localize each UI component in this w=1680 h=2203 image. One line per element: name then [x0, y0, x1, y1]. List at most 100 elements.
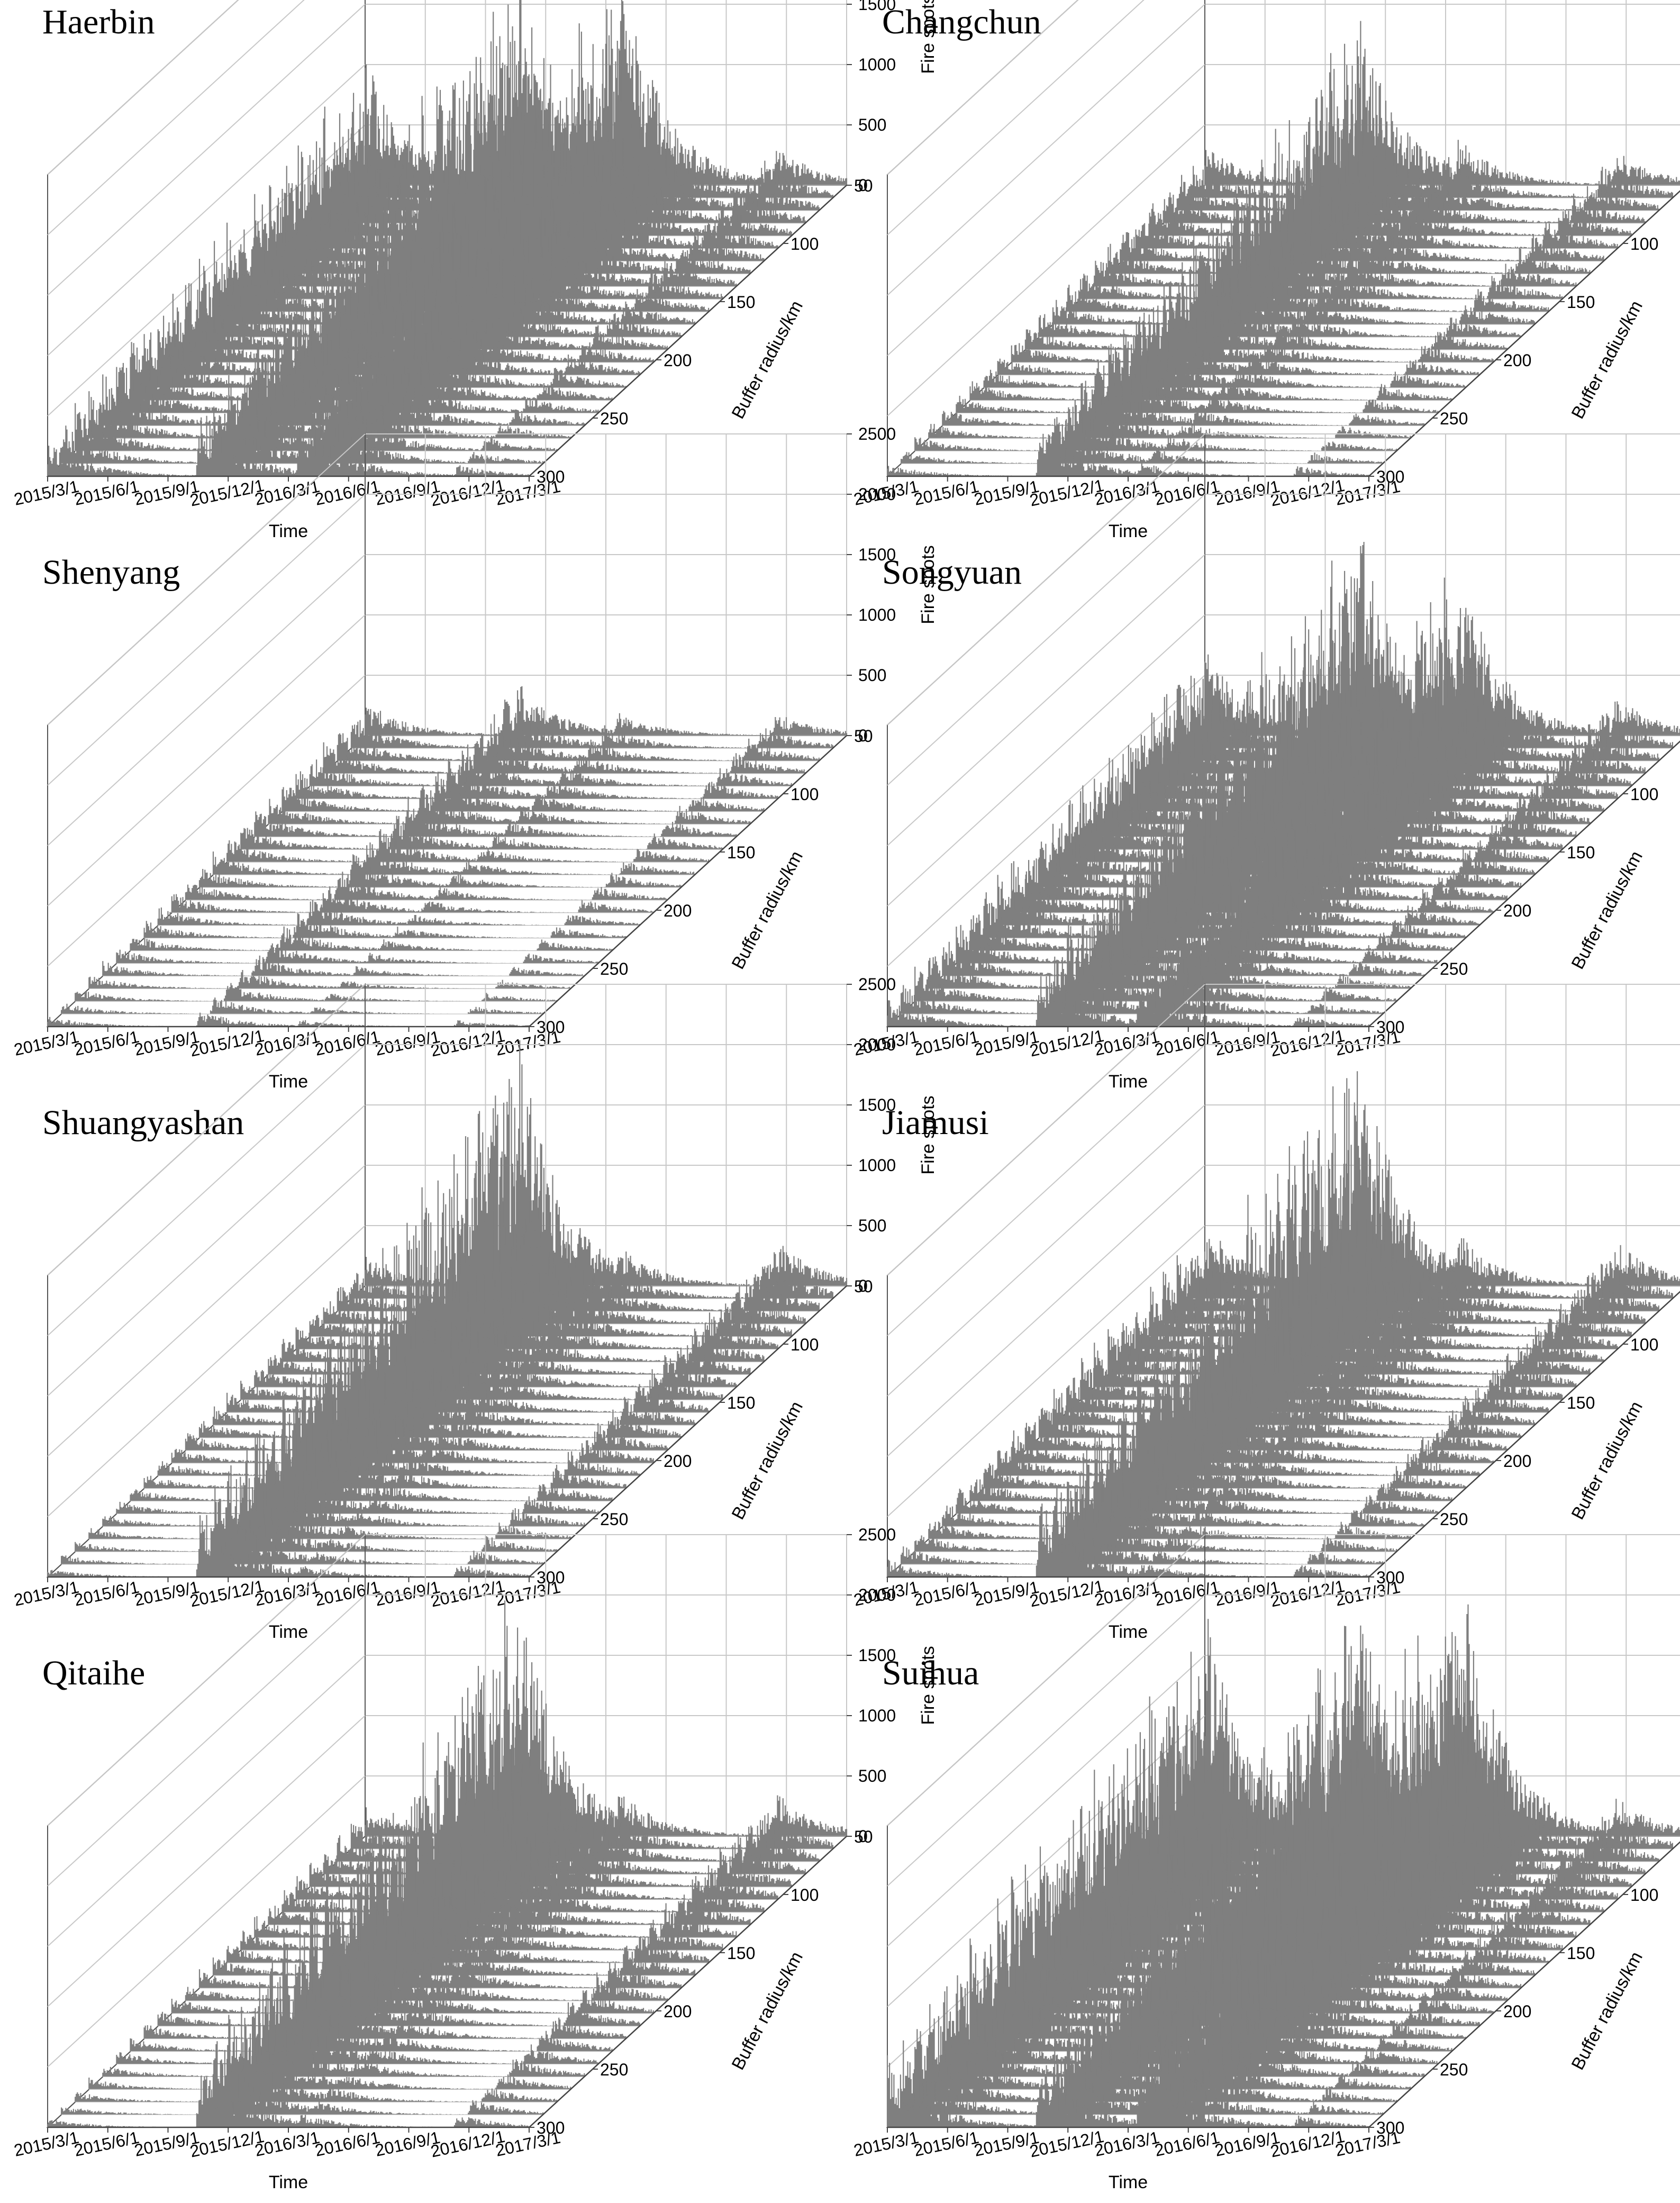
- chart-title: Changchun: [882, 3, 1041, 41]
- chart-title: Shuangyashan: [42, 1103, 244, 1142]
- series-group: [47, 1040, 848, 1578]
- series-group: [47, 1600, 848, 2128]
- z-gridline-left: [47, 1715, 366, 2007]
- y-tick-label: 100: [791, 1335, 819, 1354]
- x-tick-label: 2015/6/1: [72, 2128, 141, 2160]
- z-gridline-left: [47, 614, 366, 906]
- z-gridline-left: [47, 984, 366, 1276]
- series-trace: [350, 700, 833, 748]
- series-trace: [212, 842, 696, 875]
- series-trace: [116, 943, 599, 964]
- y-axis-label: Buffer radius/km: [728, 1398, 807, 1523]
- series-trace: [997, 1349, 1480, 1476]
- z-gridline-left: [47, 1225, 366, 1517]
- y-axis-line: [1368, 1841, 1680, 2128]
- y-axis-label: Buffer radius/km: [1568, 297, 1647, 422]
- x-axis-label: Time: [1109, 1622, 1148, 1642]
- chart-changchun: 2015/3/12015/6/12015/9/12015/12/12016/3/…: [852, 0, 1680, 541]
- chart-qitaihe: 2015/3/12015/6/12015/9/12015/12/12016/3/…: [12, 1525, 938, 2192]
- z-tick-label: 500: [858, 1766, 886, 1785]
- y-axis-label: Buffer radius/km: [1568, 848, 1647, 973]
- series-group: [886, 542, 1680, 1027]
- z-gridline-left: [47, 4, 366, 296]
- y-axis-line: [529, 185, 847, 477]
- series-trace: [47, 1012, 530, 1027]
- y-tick-label: 100: [1630, 785, 1658, 804]
- y-tick-label: 200: [1503, 901, 1531, 920]
- panel-suihua: Suihua 2015/3/1 2015/6/1 2015/9/1 2015/12/1…: [840, 1533, 1680, 2201]
- x-tick-label: 2015/3/1: [12, 1578, 80, 1610]
- series-trace: [901, 956, 1384, 1014]
- z-gridline-left: [47, 433, 366, 726]
- y-tick-label: 250: [1440, 1510, 1468, 1529]
- series-trace: [130, 926, 613, 951]
- y-tick-label: 200: [1503, 2002, 1531, 2021]
- y-tick-label: 200: [1503, 1452, 1531, 1471]
- y-tick-label: 100: [791, 234, 819, 253]
- panel-shenyang: Shenyang 2015/3/1 2015/6/1 2015/9/1 2015/12…: [0, 424, 938, 1101]
- y-tick-label: 50: [854, 1277, 873, 1296]
- z-gridline-left: [887, 1534, 1205, 1826]
- series-trace: [337, 714, 820, 761]
- z-gridline-left: [887, 614, 1205, 906]
- x-tick-label: 2015/6/1: [72, 1578, 141, 1610]
- chart-songyuan: 2015/3/12015/6/12015/9/12015/12/12016/3/…: [852, 432, 1680, 1092]
- y-tick-label: 200: [664, 901, 692, 920]
- y-axis-line: [529, 1285, 847, 1578]
- y-tick-label: 150: [1567, 293, 1595, 312]
- x-tick-label: 2016/3/1: [1093, 477, 1161, 509]
- series-trace: [309, 744, 792, 786]
- panel-changchun: Changchun 2015/3/1 2015/6/1 2015/9/1 2015/1…: [840, 0, 1680, 550]
- y-tick-label: 100: [1630, 1885, 1658, 1905]
- y-axis-line: [1368, 1291, 1680, 1578]
- y-tick-label: 150: [727, 293, 755, 312]
- chart-title: Haerbin: [42, 3, 155, 41]
- x-tick-label: 2015/3/1: [12, 477, 80, 509]
- z-gridline-left: [47, 494, 366, 786]
- z-tick-label: 0: [858, 726, 868, 745]
- series-trace: [47, 415, 530, 476]
- x-tick-label: 2016/3/1: [253, 477, 321, 509]
- y-tick-label: 300: [1376, 2118, 1404, 2137]
- z-gridline-left: [47, 0, 239, 175]
- y-axis-line: [529, 1836, 847, 2128]
- chart-title: Suihua: [882, 1654, 979, 1692]
- z-gridline-left: [887, 0, 1079, 175]
- y-tick-label: 200: [664, 2002, 692, 2021]
- x-axis-label: Time: [1109, 2172, 1148, 2192]
- z-tick-label: 2000: [858, 485, 896, 504]
- x-tick-label: 2016/6/1: [1153, 1027, 1221, 1059]
- y-tick-label: 250: [1440, 409, 1468, 428]
- z-tick-label: 0: [858, 1276, 868, 1295]
- z-axis-label: Fire spots: [918, 1646, 938, 1725]
- chart-suihua: 2015/3/12015/6/12015/9/12015/12/12016/3/…: [852, 1533, 1680, 2192]
- series-trace: [942, 1433, 1425, 1527]
- z-gridline-left: [887, 1044, 1205, 1336]
- z-gridline-left: [887, 4, 1205, 296]
- panel-jiamusi: Jiamusi 2015/3/1 2015/6/1 2015/9/1 2015/12/…: [840, 983, 1680, 1651]
- chart-title: Songyuan: [882, 553, 1022, 592]
- chart-shenyang: 2015/3/12015/6/12015/9/12015/12/12016/3/…: [12, 424, 938, 1092]
- y-tick-label: 200: [1503, 351, 1531, 370]
- y-tick-label: 50: [854, 727, 873, 746]
- series-trace: [928, 380, 1411, 439]
- z-tick-label: 0: [858, 176, 868, 195]
- z-tick-label: 2500: [858, 424, 896, 443]
- panel-songyuan: Songyuan 2015/3/1 2015/6/1 2015/9/1 2015/12…: [840, 432, 1680, 1101]
- x-tick-label: 2016/6/1: [313, 2128, 382, 2160]
- z-gridline-left: [887, 64, 1205, 356]
- series-trace: [102, 1430, 585, 1527]
- series-trace: [928, 1448, 1411, 1539]
- panel-shuangyashan: Shuangyashan 2015/3/1 2015/6/1 2015/9/1 201…: [0, 975, 938, 1651]
- z-gridline-left: [47, 1104, 366, 1397]
- series-trace: [914, 400, 1397, 451]
- y-tick-label: 150: [727, 1944, 755, 1963]
- y-tick-label: 50: [854, 1827, 873, 1846]
- y-axis-label: Buffer radius/km: [1568, 1948, 1647, 2073]
- y-tick-label: 250: [600, 2060, 628, 2079]
- y-tick-label: 100: [791, 1885, 819, 1905]
- y-tick-label: 250: [1440, 959, 1468, 978]
- x-tick-label: 2016/3/1: [1093, 1578, 1161, 1610]
- x-tick-label: 2016/6/1: [313, 477, 382, 509]
- z-gridline-left: [47, 1655, 366, 1947]
